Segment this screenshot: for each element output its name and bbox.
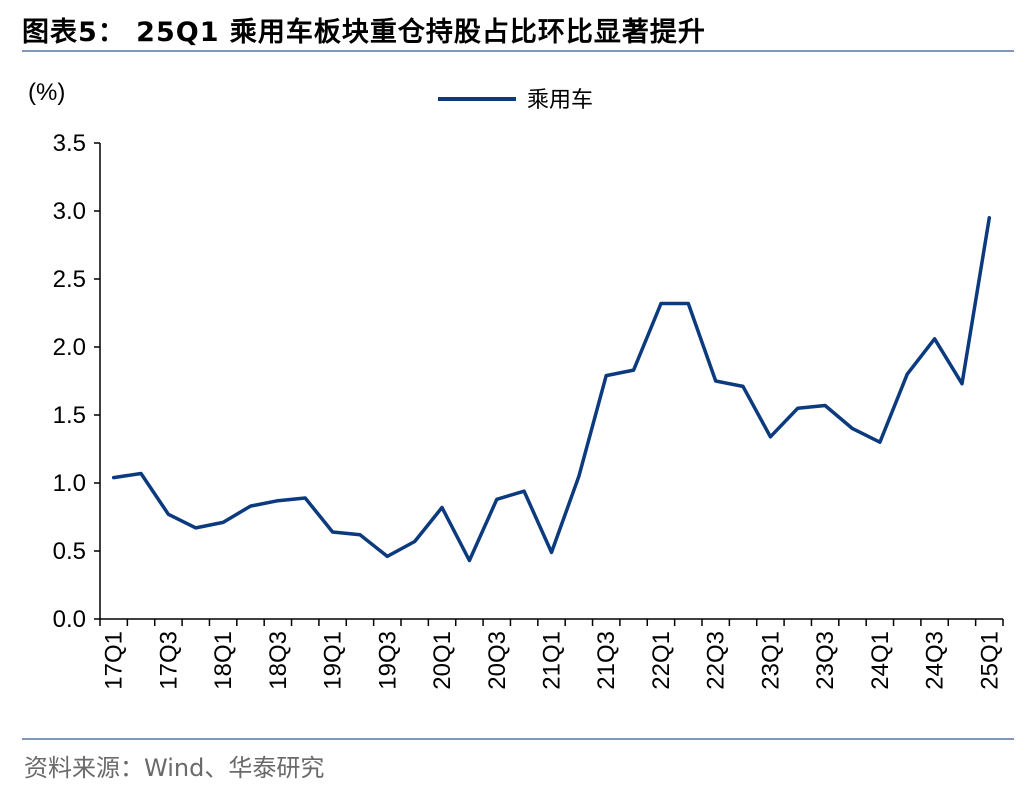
data-point <box>194 526 198 530</box>
y-tick-label: 1.5 <box>53 402 86 429</box>
data-point <box>741 384 745 388</box>
y-tick-label: 0.5 <box>53 538 86 565</box>
series-line <box>111 216 992 563</box>
legend: 乘用车 <box>438 88 593 113</box>
x-tick-label: 23Q3 <box>812 631 839 690</box>
x-axis-ticks: 17Q1 17Q3 18Q1 18Q3 19Q1 19Q3 20Q1 20Q3 21Q1 21Q3… <box>99 619 1004 690</box>
data-point <box>166 512 170 516</box>
data-point <box>550 550 553 554</box>
data-point <box>987 216 991 220</box>
y-tick-label: 3.0 <box>53 198 86 225</box>
y-tick-label: 0.0 <box>53 606 86 633</box>
x-tick-label: 20Q3 <box>484 631 511 690</box>
data-point <box>221 520 225 524</box>
y-axis-ticks: 0.0 0.5 1.0 1.5 2.0 2.5 3.0 3.5 <box>53 130 100 633</box>
x-tick-label: 20Q1 <box>429 631 456 690</box>
footer-divider <box>22 738 1014 740</box>
data-point <box>960 382 964 386</box>
data-point <box>878 440 882 444</box>
data-point <box>714 379 718 383</box>
x-tick-label: 21Q1 <box>539 631 566 690</box>
title-divider <box>22 50 1014 52</box>
data-point <box>686 301 690 305</box>
data-point <box>796 406 800 410</box>
data-point <box>905 372 909 376</box>
data-point <box>139 471 143 475</box>
data-point <box>522 489 526 493</box>
x-tick-label: 22Q1 <box>648 631 675 690</box>
data-point <box>823 403 827 407</box>
chart-title: 图表5： 25Q1 乘用车板块重仓持股占比环比显著提升 <box>22 17 706 48</box>
x-tick-label: 19Q1 <box>320 631 347 690</box>
x-tick-label: 24Q3 <box>922 631 949 690</box>
data-point <box>933 337 937 341</box>
legend-label: 乘用车 <box>527 88 593 113</box>
data-point <box>358 533 362 537</box>
data-point <box>303 496 307 500</box>
x-tick-label: 24Q1 <box>867 631 894 690</box>
data-point <box>851 427 854 431</box>
source-note: 资料来源：Wind、华泰研究 <box>24 754 325 782</box>
y-tick-label: 1.0 <box>53 470 86 497</box>
x-tick-label: 18Q1 <box>210 631 237 690</box>
data-point <box>632 368 636 372</box>
x-tick-label: 21Q3 <box>593 631 620 690</box>
data-point <box>385 554 389 558</box>
x-tick-label: 19Q3 <box>374 631 401 690</box>
data-point <box>331 530 335 534</box>
x-tick-label: 23Q1 <box>757 631 784 690</box>
data-point <box>249 504 252 508</box>
series-group <box>111 216 992 563</box>
data-point <box>440 505 444 509</box>
data-point <box>659 301 663 305</box>
data-point <box>413 539 417 543</box>
data-point <box>768 435 772 439</box>
data-point <box>112 476 116 480</box>
axes <box>99 143 1003 620</box>
data-point <box>495 497 499 501</box>
x-tick-label: 17Q1 <box>101 631 128 690</box>
data-point <box>467 559 471 563</box>
data-point <box>604 374 608 378</box>
y-tick-label: 3.5 <box>53 130 86 157</box>
x-tick-label: 22Q3 <box>703 631 730 690</box>
x-tick-label: 25Q1 <box>976 631 1003 690</box>
data-point <box>276 499 280 503</box>
x-tick-label: 17Q3 <box>155 631 182 690</box>
data-point <box>577 474 581 478</box>
y-tick-label: 2.5 <box>53 266 86 293</box>
y-axis-unit-label: (%) <box>28 79 65 106</box>
y-tick-label: 2.0 <box>53 334 86 361</box>
x-tick-label: 18Q3 <box>265 631 292 690</box>
